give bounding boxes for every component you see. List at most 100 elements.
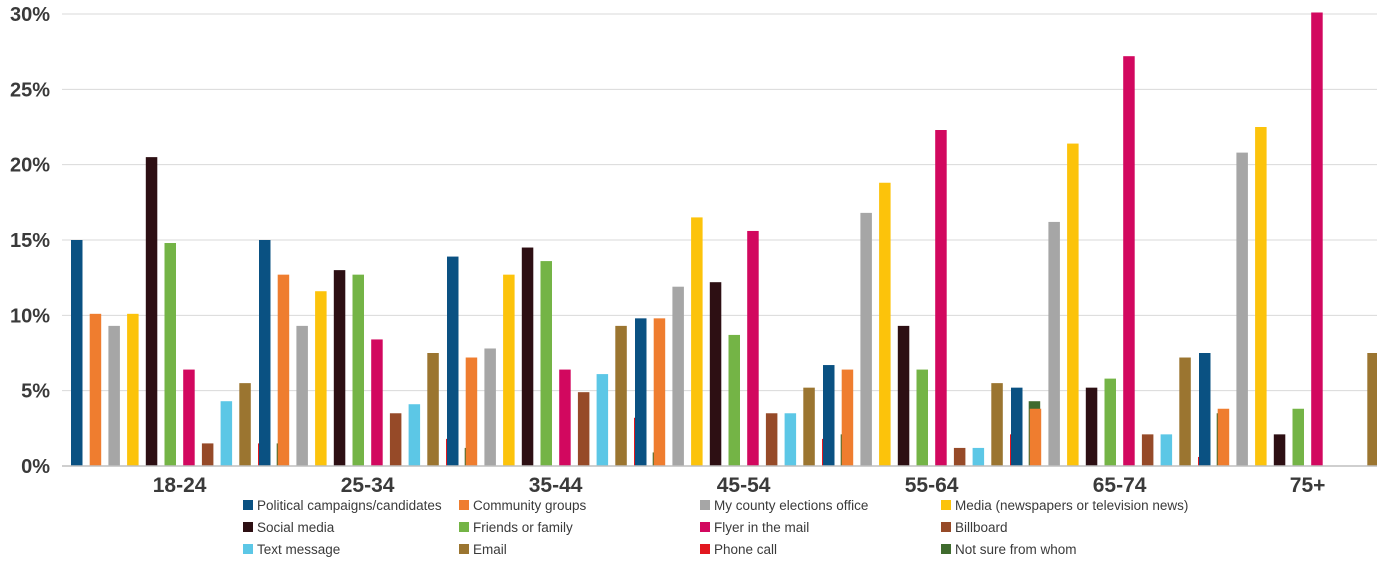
bar	[1273, 434, 1286, 466]
legend-label: Media (newspapers or television news)	[955, 498, 1188, 513]
bar	[860, 212, 872, 466]
bar	[615, 325, 627, 466]
bar	[1067, 143, 1079, 466]
bar	[220, 401, 233, 466]
bar	[1179, 357, 1191, 466]
legend-swatch	[700, 522, 710, 532]
bar	[521, 247, 534, 466]
x-tick-label: 55-64	[905, 474, 959, 497]
x-axis-category-labels: 18-24 25-34 35-44 45-54 55-64 65-74 75+	[153, 474, 1326, 497]
bar	[503, 274, 515, 466]
legend-label: Community groups	[473, 498, 587, 513]
y-tick-label: 10%	[10, 305, 50, 327]
y-tick-label: 25%	[10, 79, 50, 101]
bar	[747, 230, 759, 466]
bar	[1292, 408, 1304, 466]
legend-label: Text message	[257, 542, 340, 557]
bar	[728, 334, 740, 466]
bars	[71, 12, 1377, 466]
legend-swatch	[243, 500, 253, 510]
bar	[709, 282, 722, 466]
legend-swatch	[941, 544, 951, 554]
bar	[1236, 152, 1248, 466]
bar	[371, 339, 383, 466]
legend-label: Not sure from whom	[955, 542, 1077, 557]
bar	[1141, 434, 1154, 466]
legend-swatch	[459, 522, 469, 532]
bar	[333, 270, 346, 466]
x-tick-label: 35-44	[529, 474, 583, 497]
bar	[259, 240, 271, 466]
bar	[277, 274, 290, 466]
y-tick-label: 15%	[10, 230, 50, 252]
bar	[239, 383, 251, 466]
bar	[447, 256, 459, 466]
bar	[953, 447, 966, 466]
bar	[89, 313, 102, 466]
bar	[784, 413, 797, 466]
bar	[559, 369, 571, 466]
y-tick-label: 30%	[10, 4, 50, 26]
bar	[540, 261, 552, 466]
y-tick-label: 20%	[10, 155, 50, 177]
legend-label: Political campaigns/candidates	[257, 498, 442, 513]
legend-swatch	[941, 522, 951, 532]
legend-swatch	[243, 544, 253, 554]
bar	[841, 369, 854, 466]
legend-label: Phone call	[714, 542, 777, 557]
bar	[1048, 221, 1060, 466]
bar	[1085, 387, 1098, 466]
bar	[897, 325, 910, 466]
bar	[823, 365, 835, 466]
bar	[296, 325, 308, 466]
y-tick-label: 0%	[21, 456, 50, 478]
bar	[465, 357, 478, 466]
bar	[201, 443, 214, 466]
x-tick-label: 65-74	[1093, 474, 1147, 497]
bar	[916, 369, 928, 466]
bar	[803, 387, 815, 466]
legend-swatch	[700, 544, 710, 554]
y-axis-tick-labels: 0% 5% 10% 15% 20% 25% 30%	[10, 4, 50, 478]
bar	[1255, 127, 1267, 466]
bar	[935, 130, 947, 466]
x-tick-label: 45-54	[717, 474, 771, 497]
bar	[635, 318, 647, 466]
bar	[1217, 408, 1230, 466]
x-tick-label: 25-34	[341, 474, 395, 497]
bar	[1160, 434, 1173, 466]
bar	[1011, 387, 1023, 466]
y-tick-label: 5%	[21, 381, 50, 403]
bar	[484, 348, 496, 466]
bar	[691, 217, 703, 466]
legend: Political campaigns/candidates Community …	[243, 498, 1188, 557]
bar	[765, 413, 778, 466]
legend-label: My county elections office	[714, 498, 868, 513]
bar	[653, 318, 666, 466]
legend-swatch	[459, 544, 469, 554]
legend-label: Social media	[257, 520, 335, 535]
x-tick-label: 75+	[1290, 474, 1326, 497]
bar	[672, 286, 684, 466]
bar	[991, 383, 1003, 466]
bar	[389, 413, 402, 466]
bar	[183, 369, 195, 466]
legend-swatch	[243, 522, 253, 532]
bar	[596, 374, 609, 466]
legend-swatch	[459, 500, 469, 510]
bar	[352, 274, 364, 466]
bar	[145, 157, 158, 466]
bar	[164, 243, 176, 466]
bar	[972, 447, 985, 466]
bar	[1367, 353, 1377, 466]
bar	[1311, 12, 1323, 466]
bar	[1104, 378, 1116, 466]
bar	[577, 392, 590, 466]
legend-swatch	[941, 500, 951, 510]
legend-label: Friends or family	[473, 520, 573, 535]
bar	[1199, 353, 1211, 466]
bar	[1029, 408, 1042, 466]
bar	[127, 313, 139, 466]
bar	[315, 291, 327, 466]
